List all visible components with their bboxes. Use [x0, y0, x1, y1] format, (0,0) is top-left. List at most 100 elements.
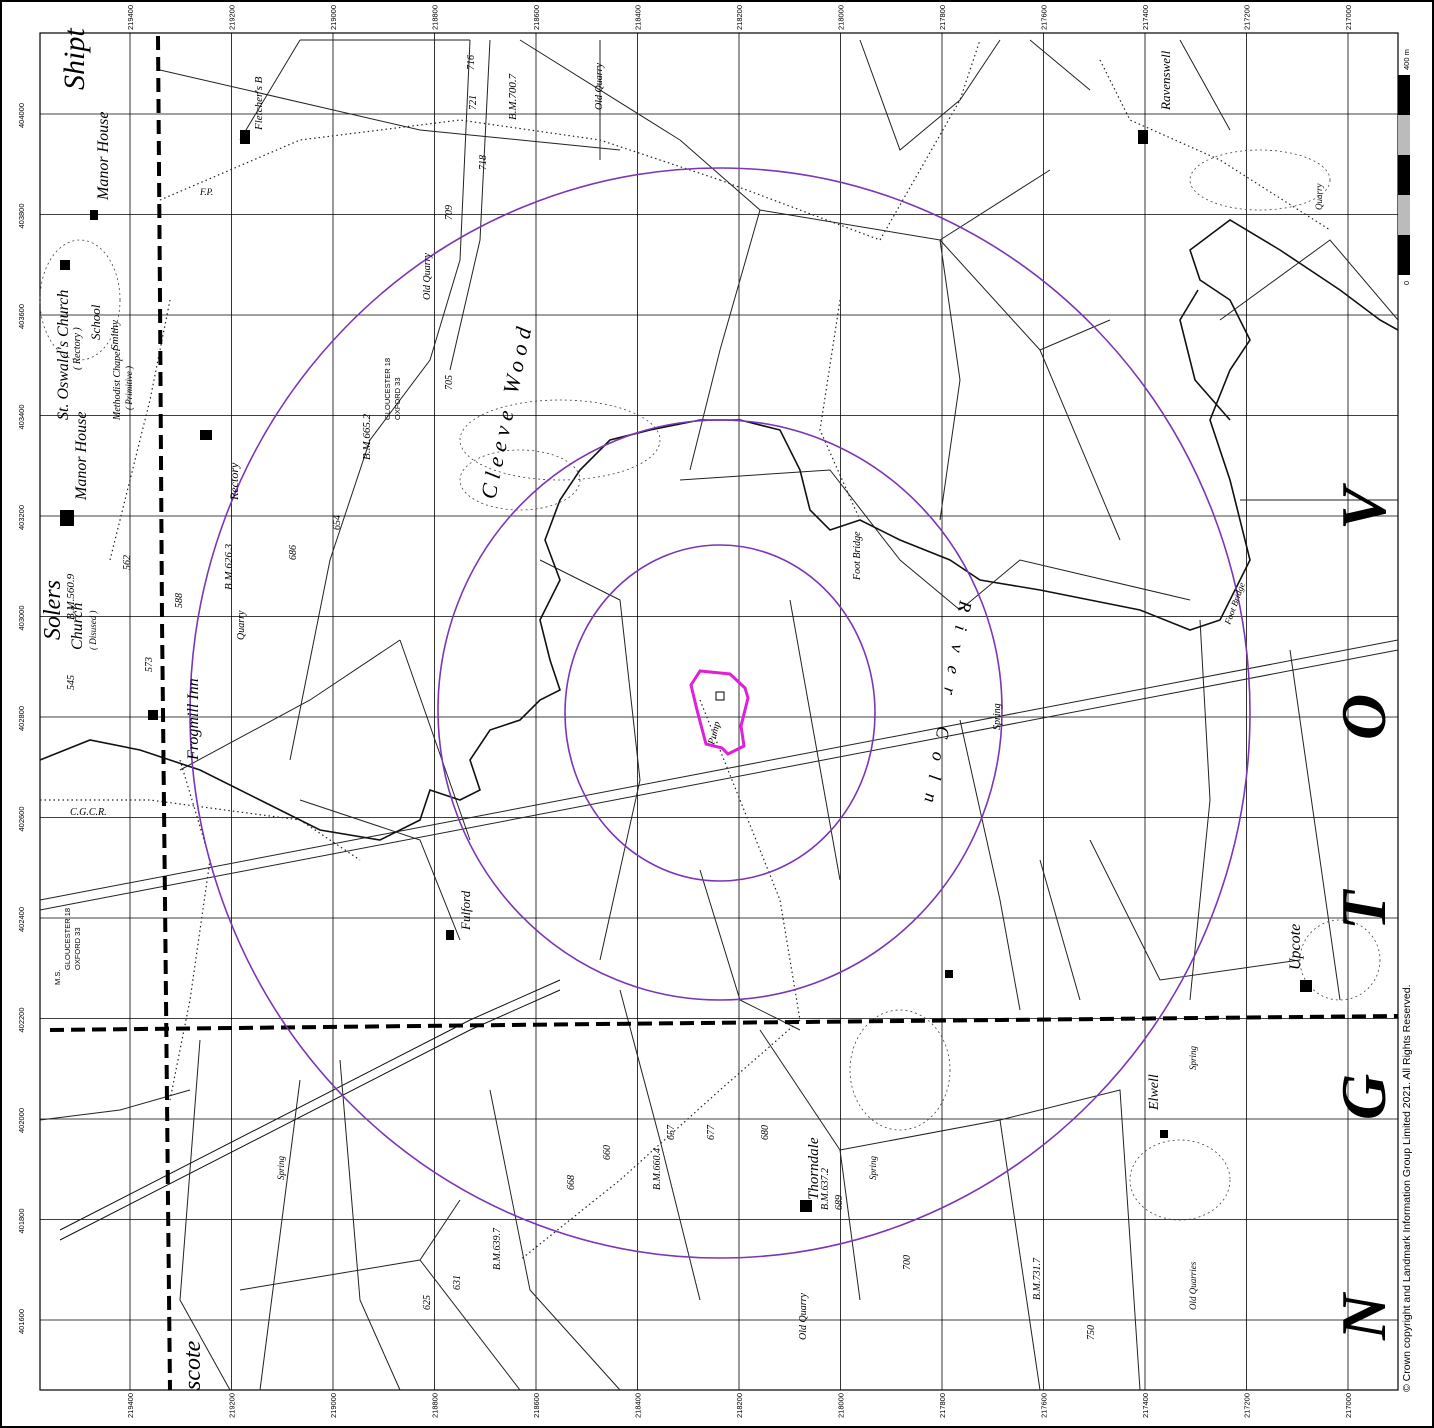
elev-562: 562	[122, 555, 133, 570]
label-methodist-chapel: Methodist Chapel	[112, 348, 123, 421]
buffer-ring-500m	[437, 419, 1003, 1001]
label-smithy: Smithy	[109, 320, 121, 350]
big-letter-v-top: V	[1328, 482, 1399, 530]
label-shipton: Shipt	[58, 28, 91, 90]
x-tick-label-bottom: 217000	[1344, 1393, 1353, 1418]
label-disused: ( Disused )	[88, 611, 98, 651]
y-tick-label: 401600	[17, 1309, 26, 1334]
x-tick-label-top: 218400	[634, 5, 643, 30]
elev-668: 668	[566, 1175, 577, 1190]
x-tick-label-top: 218200	[735, 5, 744, 30]
label-cleeve-wood: Cleeve Wood	[475, 319, 537, 501]
x-tick-label-top: 217200	[1243, 5, 1252, 30]
label-manor-house: Manor House	[73, 412, 90, 501]
x-tick-label-top: 217400	[1141, 5, 1150, 30]
label-bm-7317: B.M.731.7	[1032, 1257, 1043, 1300]
label-bm-6397: B.M.639.7	[492, 1227, 503, 1270]
buildings	[60, 130, 1312, 1212]
county-lettering: V O T G N	[1328, 482, 1399, 1341]
elev-588: 588	[174, 593, 185, 608]
elevation-labels: 545 573 562 588 657 677 680 705 709 700 …	[66, 55, 1097, 1340]
elev-631: 631	[452, 1275, 463, 1290]
x-tick-label-bottom: 219000	[329, 1393, 338, 1418]
x-tick-label-bottom: 217400	[1141, 1393, 1150, 1418]
label-ms-oxford-2: OXFORD 33	[73, 927, 82, 970]
x-tick-label-top: 218600	[532, 5, 541, 30]
scale-bar-start-label: 0	[1402, 281, 1411, 285]
y-tick-label: 403000	[17, 605, 26, 630]
label-elwell: Elwell	[1147, 1074, 1162, 1111]
label-quarry-left: Quarry	[236, 610, 247, 640]
elev-680: 680	[760, 1125, 771, 1140]
label-solers: Solers	[40, 580, 66, 640]
big-letter-n: N	[1328, 1291, 1399, 1341]
x-tick-label-top: 218800	[431, 5, 440, 30]
label-thorndale: Thorndale	[806, 1137, 822, 1200]
elev-660: 660	[602, 1145, 613, 1160]
label-bm-6652: B.M.665.2	[361, 413, 373, 460]
buffer-rings	[189, 167, 1251, 1259]
y-tick-label: 403400	[17, 404, 26, 429]
map-frame	[39, 32, 1399, 1391]
y-tick-label: 402800	[17, 706, 26, 731]
label-fletchers: Fletcher's B	[253, 76, 265, 131]
label-bm-6263: B.M.626.3	[223, 543, 235, 590]
label-primitive: ( Primitive )	[124, 366, 134, 410]
y-tick-label: 402400	[17, 907, 26, 932]
x-tick-label-bottom: 218800	[431, 1393, 440, 1418]
label-compton: scote	[180, 1340, 206, 1390]
label-old-quarry-bottom: Old Quarry	[798, 1292, 809, 1340]
y-tick-label: 403800	[17, 203, 26, 228]
label-ms-gloucester: GLOUCESTER 18	[383, 358, 392, 420]
site-boundary[interactable]	[689, 669, 750, 756]
scale-bar-end-label: 400 m	[1402, 49, 1411, 70]
y-tick-label: 402600	[17, 806, 26, 831]
x-tick-label-bottom: 218200	[735, 1393, 744, 1418]
big-letter-t: T	[1328, 888, 1399, 930]
y-tick-label: 402000	[17, 1108, 26, 1133]
label-ms-gloucester-2: GLOUCESTER 18	[63, 908, 72, 970]
x-tick-label-top: 218000	[837, 5, 846, 30]
x-tick-label-top: 217600	[1040, 5, 1049, 30]
elev-750: 750	[1086, 1325, 1097, 1340]
place-labels: Shipt Manor House St. Oswald's Church ( …	[40, 28, 1324, 1390]
label-bm-5609: B.M.560.9	[65, 573, 77, 620]
label-foot-bridge: Foot Bridge	[852, 531, 863, 581]
elev-686: 686	[288, 545, 299, 560]
label-spring-bottom-left: Spring	[276, 1155, 286, 1180]
rivers	[39, 219, 1399, 841]
label-school: School	[88, 304, 103, 340]
elev-718: 718	[478, 155, 489, 170]
label-st-oswalds-church: St. Oswald's Church	[55, 290, 72, 420]
label-quarry-right: Quarry	[1314, 183, 1324, 210]
label-river-coln: River Coln	[918, 598, 976, 818]
y-tick-label: 403600	[17, 304, 26, 329]
label-bm-6604: B.M.660.4	[652, 1148, 663, 1190]
label-spring-elwell: Spring	[1188, 1045, 1198, 1070]
elev-705: 705	[444, 375, 455, 390]
y-tick-label: 402200	[17, 1007, 26, 1032]
buffer-ring-250m	[564, 544, 876, 882]
x-tick-label-bottom: 218400	[634, 1393, 643, 1418]
grid-lines	[40, 33, 1398, 1390]
elev-677: 677	[706, 1124, 717, 1140]
label-ccr: C.G.C.R.	[70, 807, 107, 818]
elev-716: 716	[466, 55, 477, 70]
label-foot-bridge-2: Foot Bridge	[1222, 581, 1247, 626]
elev-573: 573	[144, 657, 155, 672]
big-letter-o: O	[1328, 694, 1399, 740]
label-manor-house-top: Manor House	[95, 112, 112, 201]
label-rectory: Rectory	[227, 462, 241, 501]
elev-545: 545	[66, 675, 77, 690]
x-tick-label-bottom: 219400	[126, 1393, 135, 1418]
big-letter-g: G	[1328, 1074, 1399, 1120]
grid-tick-labels: 219400 219400 219200 219200 219000 219000 2188…	[17, 5, 1353, 1418]
label-upcote: Upcote	[1287, 924, 1304, 970]
label-fp: F.P.	[199, 187, 213, 197]
scale-bar: 400 m 0	[1398, 49, 1411, 285]
label-pump: Pump	[706, 720, 723, 746]
label-ms: M.S.	[53, 970, 62, 985]
